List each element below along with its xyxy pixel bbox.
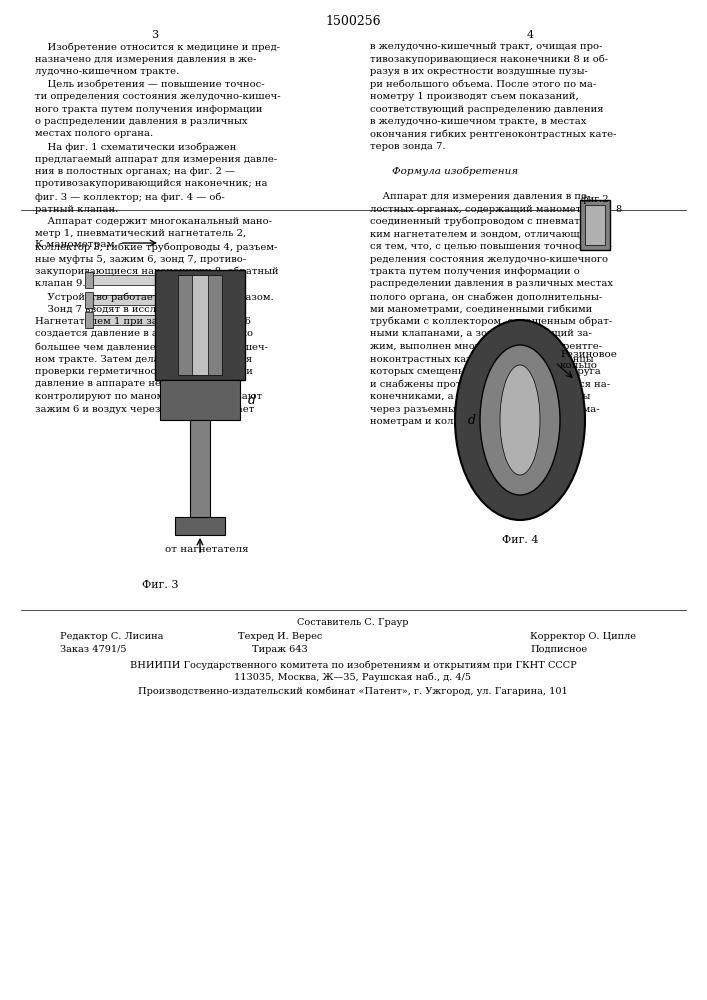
Text: тивозакупоривающиеся наконечники 8 и об-: тивозакупоривающиеся наконечники 8 и об- [370,54,608,64]
Text: лостных органах, содержащий манометр,: лостных органах, содержащий манометр, [370,205,591,214]
Text: в желудочно-кишечном тракте, в местах: в желудочно-кишечном тракте, в местах [370,117,586,126]
Text: Фиг. 4: Фиг. 4 [502,535,538,545]
Text: соединенный трубопроводом с пневматичес-: соединенный трубопроводом с пневматичес- [370,217,608,227]
Text: ном тракте. Затем делают выдержку для: ном тракте. Затем делают выдержку для [35,355,252,363]
Text: Аппарат содержит многоканальный мано-: Аппарат содержит многоканальный мано- [35,217,272,226]
Text: которых смещены относительно друг друга: которых смещены относительно друг друга [370,367,601,376]
Text: Аппарат для измерения давления в по-: Аппарат для измерения давления в по- [370,192,590,201]
Ellipse shape [480,345,560,495]
Text: конечниками, а противоположные концы: конечниками, а противоположные концы [370,392,590,401]
Text: ния в полостных органах; на фиг. 2 —: ния в полостных органах; на фиг. 2 — [35,167,235,176]
Text: Формула изобретения: Формула изобретения [392,167,518,176]
Text: Корректор О. Ципле: Корректор О. Ципле [530,632,636,641]
Text: проверки герметичности аппарата. Если: проверки герметичности аппарата. Если [35,367,253,376]
Text: Производственно-издательский комбинат «Патент», г. Ужгород, ул. Гагарина, 101: Производственно-издательский комбинат «П… [138,686,568,696]
Text: ким нагнетателем и зондом, отличающий-: ким нагнетателем и зондом, отличающий- [370,230,596,238]
Text: закупоривающиеся наконечники 8, обратный: закупоривающиеся наконечники 8, обратный [35,267,279,276]
Text: в желудочно-кишечный тракт, очищая про-: в желудочно-кишечный тракт, очищая про- [370,42,602,51]
Text: ные муфты 5, зажим 6, зонд 7, противо-: ные муфты 5, зажим 6, зонд 7, противо- [35,254,246,263]
Bar [178,275,222,375]
Text: Техред И. Верес: Техред И. Верес [238,632,322,641]
Bar [160,380,240,420]
Text: g: g [530,455,538,468]
Text: о распределении давления в различных: о распределении давления в различных [35,117,247,126]
Text: фиг. 3 — коллектор; на фиг. 4 — об-: фиг. 3 — коллектор; на фиг. 4 — об- [35,192,225,202]
Text: 3: 3 [151,30,158,40]
Text: теров зонда 7.: теров зонда 7. [370,142,445,151]
Text: трубками с коллектором, оснащенным обрат-: трубками с коллектором, оснащенным обрат… [370,317,612,326]
Text: Тираж 643: Тираж 643 [252,645,308,654]
Text: Редактор С. Лисина: Редактор С. Лисина [60,632,163,641]
Text: клапан 9.: клапан 9. [35,279,86,288]
Text: местах полого органа.: местах полого органа. [35,129,153,138]
Text: Составитель С. Граур: Составитель С. Граур [297,618,409,627]
Text: давление в аппарате не меняется, что: давление в аппарате не меняется, что [35,379,239,388]
Text: Заказ 4791/5: Заказ 4791/5 [60,645,127,654]
Text: 4: 4 [527,30,534,40]
Text: Фиг. 3: Фиг. 3 [141,580,178,590]
Text: создается давление в аппарате заведомо: создается давление в аппарате заведомо [35,330,253,338]
Text: предлагаемый аппарат для измерения давле-: предлагаемый аппарат для измерения давле… [35,154,277,163]
Text: зажим 6 и воздух через зонд 7 поступает: зажим 6 и воздух через зонд 7 поступает [35,404,255,414]
Text: через разъемные муфты подключены к ма-: через разъемные муфты подключены к ма- [370,404,600,414]
Bar [175,517,225,535]
Bar [192,275,208,375]
Text: d: d [248,393,256,406]
Text: d: d [468,414,476,426]
Text: ми манометрами, соединенными гибкими: ми манометрами, соединенными гибкими [370,304,592,314]
Text: метр 1, пневматический нагнетатель 2,: метр 1, пневматический нагнетатель 2, [35,230,246,238]
Text: Цель изобретения — повышение точнос-: Цель изобретения — повышение точнос- [35,80,264,89]
Text: Устройство работает следующим образом.: Устройство работает следующим образом. [35,292,274,302]
Text: ратный клапан.: ратный клапан. [35,205,118,214]
Bar [190,420,210,520]
Text: ся тем, что, с целью повышения точности оп-: ся тем, что, с целью повышения точности … [370,242,612,251]
Text: ти определения состояния желудочно-кишеч-: ти определения состояния желудочно-кишеч… [35,92,281,101]
Text: ного тракта путем получения информации: ного тракта путем получения информации [35,104,262,113]
Bar [85,272,93,288]
Bar [580,200,610,250]
Ellipse shape [455,320,585,520]
Bar [155,270,245,380]
Bar [585,205,605,245]
Bar [90,275,155,285]
Text: 113035, Москва, Ж—35, Раушская наб., д. 4/5: 113035, Москва, Ж—35, Раушская наб., д. … [235,673,472,682]
Text: от нагнетателя: от нагнетателя [165,545,249,554]
Bar [90,295,155,305]
Text: и снабжены противозакупоривающимися на-: и снабжены противозакупоривающимися на- [370,379,610,389]
Text: разуя в их окрестности воздушные пузы-: разуя в их окрестности воздушные пузы- [370,67,588,76]
Text: Подписное: Подписное [530,645,587,654]
Text: ри небольшого объема. После этого по ма-: ри небольшого объема. После этого по ма- [370,80,596,89]
Text: фиг.2: фиг.2 [580,195,609,204]
Ellipse shape [500,365,540,475]
Text: Зонд 7 вводят в исследуемый орган.: Зонд 7 вводят в исследуемый орган. [35,304,239,314]
Text: ноконтрастных катетеров, рабочие концы: ноконтрастных катетеров, рабочие концы [370,355,594,364]
Text: Изобретение относится к медицине и пред-: Изобретение относится к медицине и пред- [35,42,280,51]
Text: соответствующий распределению давления: соответствующий распределению давления [370,104,604,113]
Text: коллектор 3, гибкие трубопроводы 4, разъем-: коллектор 3, гибкие трубопроводы 4, разъ… [35,242,277,251]
Text: окончания гибких рентгеноконтрастных кате-: окончания гибких рентгеноконтрастных кат… [370,129,617,139]
Text: жим, выполнен многоканальным из рентге-: жим, выполнен многоканальным из рентге- [370,342,602,351]
Text: контролируют по манометру 1, открывают: контролируют по манометру 1, открывают [35,392,262,401]
Text: назначено для измерения давления в же-: назначено для измерения давления в же- [35,54,257,64]
Text: Нагнетателем 1 при закрытом зажиме 6: Нагнетателем 1 при закрытом зажиме 6 [35,317,251,326]
Text: нометрам и коллектору.: нометрам и коллектору. [370,417,499,426]
Bar [85,312,93,328]
Bar [90,315,155,325]
Text: ными клапанами, а зонд, содержащий за-: ными клапанами, а зонд, содержащий за- [370,330,592,338]
Text: К манометрам: К манометрам [35,240,115,249]
Text: 8: 8 [615,205,621,214]
Text: лудочно-кишечном тракте.: лудочно-кишечном тракте. [35,67,180,76]
Text: полого органа, он снабжен дополнительны-: полого органа, он снабжен дополнительны- [370,292,602,302]
Text: Резиновое
кольцо: Резиновое кольцо [560,350,617,369]
Bar [85,292,93,308]
Text: распределении давления в различных местах: распределении давления в различных места… [370,279,613,288]
Text: На фиг. 1 схематически изображен: На фиг. 1 схематически изображен [35,142,236,151]
Text: ВНИИПИ Государственного комитета по изобретениям и открытиям при ГКНТ СССР: ВНИИПИ Государственного комитета по изоб… [129,660,576,670]
Text: противозакупоривающийся наконечник; на: противозакупоривающийся наконечник; на [35,180,267,188]
Text: 1500256: 1500256 [325,15,381,28]
Text: нометру 1 производят съем показаний,: нометру 1 производят съем показаний, [370,92,579,101]
Text: тракта путем получения информации о: тракта путем получения информации о [370,267,580,276]
Text: ределения состояния желудочно-кишечного: ределения состояния желудочно-кишечного [370,254,608,263]
Text: большее чем давление в желудочно-кишеч-: большее чем давление в желудочно-кишеч- [35,342,268,352]
